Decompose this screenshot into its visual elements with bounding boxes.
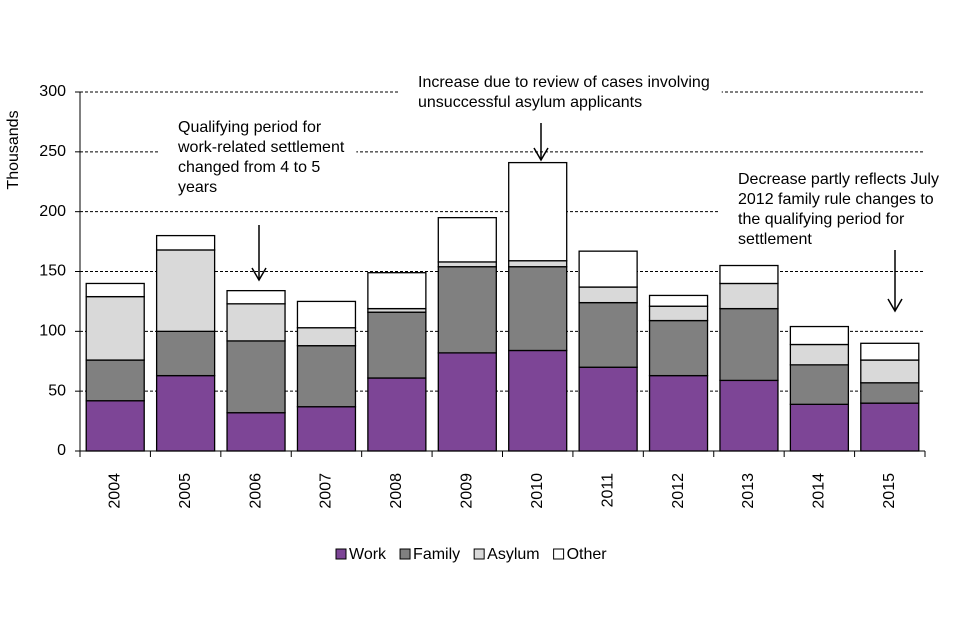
- annotation-text: years: [178, 179, 217, 196]
- y-tick-label: 0: [57, 442, 66, 459]
- y-tick-label: 300: [39, 83, 66, 100]
- annotation: Increase due to review of cases involvin…: [400, 71, 722, 115]
- bar-segment: [578, 301, 638, 368]
- y-tick-label: 100: [39, 323, 66, 340]
- bar-segment: [296, 345, 357, 408]
- bar-segment: [578, 286, 638, 304]
- bar-segment: [85, 282, 145, 298]
- annotation-arrowhead: [887, 298, 903, 313]
- bar-segment: [85, 359, 145, 402]
- bar-segment: [719, 379, 779, 452]
- legend-label: Family: [413, 546, 460, 563]
- annotation: Qualifying period for work-related settle…: [160, 116, 357, 200]
- annotation-arrowhead: [533, 147, 549, 162]
- annotation-bg: [160, 116, 357, 200]
- annotation-text: settlement: [738, 231, 812, 248]
- bar-segment: [296, 406, 357, 452]
- bar-segment: [155, 234, 216, 251]
- bar-segment: [719, 307, 779, 382]
- bar-segment: [508, 260, 568, 268]
- annotation-text: the qualifying period for: [738, 211, 905, 228]
- x-tick-label: 2011: [599, 473, 616, 508]
- x-tick-label: 2006: [247, 473, 264, 509]
- bar-segment: [860, 402, 920, 452]
- bar-segment: [648, 305, 709, 322]
- bar-segment: [860, 359, 920, 384]
- legend-swatch: [553, 548, 565, 560]
- bar-segment: [367, 311, 427, 379]
- y-tick-label: 250: [39, 143, 66, 160]
- bar-segment: [85, 295, 145, 361]
- x-tick-label: 2015: [881, 473, 898, 509]
- legend-swatch: [473, 548, 485, 560]
- bar-segment: [719, 282, 779, 310]
- x-tick-label: 2012: [670, 473, 687, 509]
- annotation-arrowhead: [251, 267, 267, 282]
- legend-swatch: [399, 548, 411, 560]
- bar-segment: [155, 249, 216, 332]
- bar-segment: [648, 294, 709, 307]
- annotation-text: 2012 family rule changes to: [738, 191, 934, 208]
- bar-segment: [789, 325, 850, 346]
- bar-segment: [226, 303, 286, 342]
- bar-segment: [296, 327, 357, 347]
- annotation-text: Qualifying period for: [178, 119, 322, 136]
- bar-segment: [437, 261, 497, 268]
- bar-segment: [437, 266, 497, 354]
- bar-segment: [789, 403, 850, 452]
- x-tick-label: 2009: [459, 473, 476, 509]
- annotation-text: changed from 4 to 5: [178, 159, 320, 176]
- bar-segment: [85, 400, 145, 452]
- x-tick-label: 2007: [318, 473, 335, 509]
- legend-label: Work: [349, 546, 387, 563]
- annotation-text: Decrease partly reflects July: [738, 171, 939, 188]
- bar-segment: [155, 330, 216, 377]
- bar-segment: [719, 264, 779, 285]
- bar-segment: [860, 342, 920, 361]
- bar-segment: [789, 343, 850, 366]
- annotation-text: unsuccessful asylum applicants: [418, 94, 642, 111]
- bar-segment: [860, 382, 920, 404]
- bar-segment: [296, 300, 357, 329]
- bar-segment: [226, 412, 286, 452]
- bar-segment: [789, 364, 850, 405]
- bar-segment: [437, 352, 497, 452]
- x-tick-label: 2010: [529, 473, 546, 509]
- x-tick-label: 2014: [811, 473, 828, 509]
- legend-swatch: [335, 548, 347, 560]
- bar-segment: [367, 377, 427, 452]
- bar-segment: [508, 266, 568, 352]
- bar-segment: [226, 289, 286, 305]
- y-tick-label: 200: [39, 203, 66, 220]
- annotation-bg: [400, 71, 722, 115]
- annotation: Decrease partly reflects July 2012 family…: [720, 168, 951, 252]
- y-tick-label: 150: [39, 263, 66, 280]
- bar-segment: [367, 272, 427, 310]
- x-tick-label: 2005: [177, 473, 194, 509]
- bar-segment: [437, 216, 497, 263]
- bar-segment: [648, 319, 709, 377]
- y-tick-label: 50: [48, 382, 66, 399]
- y-axis-title: Thousands: [5, 110, 22, 189]
- bar-segment: [508, 349, 568, 452]
- x-tick-label: 2008: [388, 473, 405, 509]
- bar-segment: [578, 366, 638, 452]
- legend-label: Other: [567, 546, 608, 563]
- bar-segment: [508, 161, 568, 262]
- bar-segment: [226, 340, 286, 414]
- x-tick-label: 2004: [106, 473, 123, 509]
- annotation-text: work-related settlement: [177, 139, 345, 156]
- x-tick-label: 2013: [740, 473, 757, 509]
- annotation-text: Increase due to review of cases involvin…: [418, 74, 710, 91]
- bar-segment: [578, 250, 638, 288]
- bar-segment: [155, 374, 216, 452]
- legend-label: Asylum: [487, 546, 539, 563]
- bar-segment: [648, 374, 709, 452]
- annotation-bg: [720, 168, 951, 252]
